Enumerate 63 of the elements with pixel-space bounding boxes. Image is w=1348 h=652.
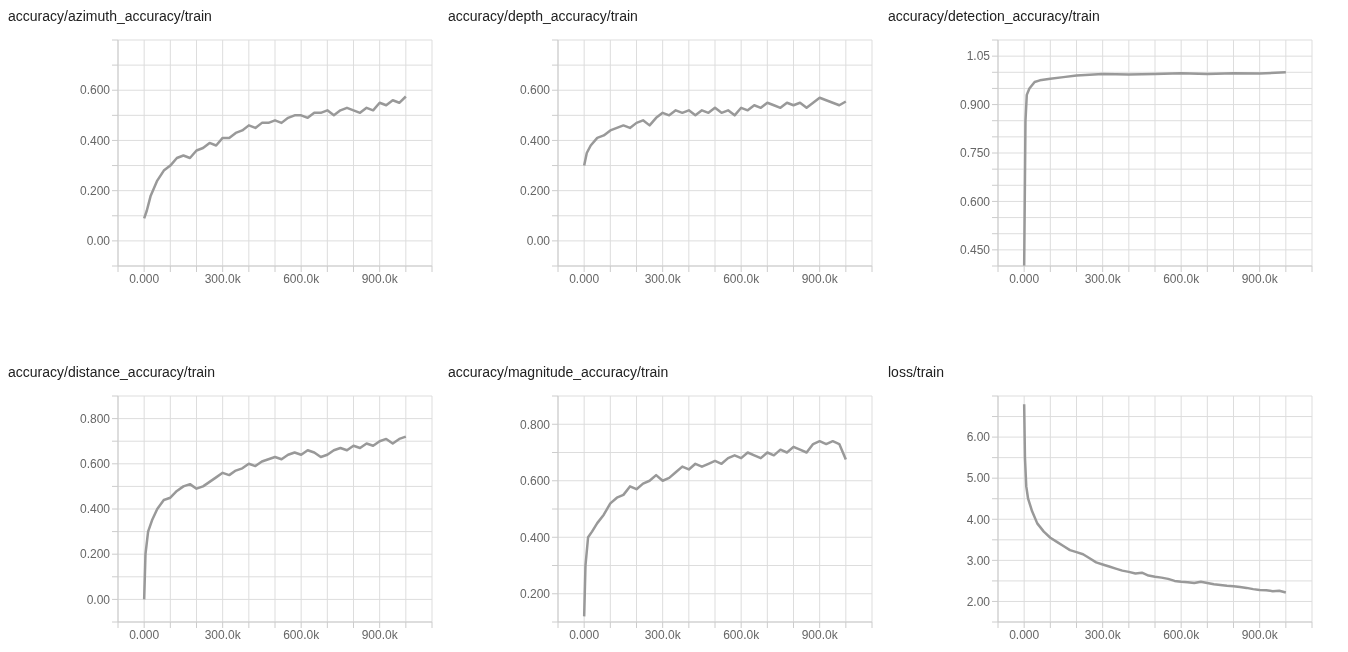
y-tick-label: 0.750 — [959, 146, 991, 161]
y-tick-label: 0.200 — [519, 183, 551, 198]
x-tick-label: 600.0k — [1163, 271, 1201, 286]
line-series — [582, 96, 848, 167]
x-tick-label: 900.0k — [1241, 271, 1279, 286]
x-tick-label: 0.000 — [569, 271, 600, 286]
x-tick-label: 900.0k — [361, 627, 399, 642]
y-tick-label: 4.00 — [966, 512, 991, 527]
x-tick-label: 300.0k — [644, 271, 682, 286]
chart-title: loss/train — [888, 364, 946, 382]
line-series — [1022, 71, 1288, 266]
y-tick-label: 0.400 — [79, 502, 111, 517]
x-tick-label: 600.0k — [283, 271, 321, 286]
x-tick-label: 600.0k — [723, 271, 761, 286]
x-tick-label: 900.0k — [1241, 627, 1279, 642]
x-tick-label: 0.000 — [569, 627, 600, 642]
x-tick-label: 600.0k — [1163, 627, 1201, 642]
x-tick-label: 0.000 — [1009, 271, 1040, 286]
y-tick-label: 0.600 — [79, 83, 111, 98]
x-tick-label: 900.0k — [801, 271, 839, 286]
y-tick-label: 0.400 — [79, 133, 111, 148]
chart-title: accuracy/magnitude_accuracy/train — [448, 364, 670, 382]
x-tick-label: 0.000 — [1009, 627, 1040, 642]
y-tick-label: 3.00 — [966, 553, 991, 568]
chart-title: accuracy/depth_accuracy/train — [448, 8, 639, 26]
y-tick-label: 0.00 — [86, 234, 111, 249]
y-tick-label: 0.400 — [519, 530, 551, 545]
chart-title: accuracy/distance_accuracy/train — [8, 364, 216, 382]
y-tick-label: 0.200 — [519, 587, 551, 602]
line-series — [142, 95, 408, 220]
y-tick-label: 0.800 — [519, 417, 551, 432]
y-tick-label: 0.200 — [79, 547, 111, 562]
y-tick-label: 0.900 — [959, 97, 991, 112]
y-tick-label: 0.450 — [959, 243, 991, 258]
line-series — [582, 439, 848, 618]
line-series — [1022, 402, 1288, 594]
y-tick-label: 0.800 — [79, 411, 111, 426]
y-tick-label: 2.00 — [966, 594, 991, 609]
x-tick-label: 0.000 — [129, 627, 160, 642]
x-tick-label: 300.0k — [644, 627, 682, 642]
y-tick-label: 0.00 — [86, 592, 111, 607]
y-tick-label: 0.600 — [519, 83, 551, 98]
chart-title: accuracy/detection_accuracy/train — [888, 8, 1101, 26]
y-tick-label: 1.05 — [966, 49, 991, 64]
line-series — [142, 435, 408, 601]
y-tick-label: 0.400 — [519, 133, 551, 148]
y-tick-label: 0.600 — [79, 457, 111, 472]
x-tick-label: 300.0k — [1084, 627, 1122, 642]
chart-title: accuracy/azimuth_accuracy/train — [8, 8, 213, 26]
x-tick-label: 300.0k — [204, 271, 242, 286]
x-tick-label: 900.0k — [361, 271, 399, 286]
x-tick-label: 600.0k — [283, 627, 321, 642]
y-tick-label: 0.00 — [526, 234, 551, 249]
y-tick-label: 0.600 — [959, 194, 991, 209]
y-tick-label: 0.600 — [519, 474, 551, 489]
y-tick-label: 6.00 — [966, 430, 991, 445]
y-tick-label: 5.00 — [966, 471, 991, 486]
x-tick-label: 900.0k — [801, 627, 839, 642]
x-tick-label: 0.000 — [129, 271, 160, 286]
x-tick-label: 300.0k — [1084, 271, 1122, 286]
x-tick-label: 300.0k — [204, 627, 242, 642]
y-tick-label: 0.200 — [79, 183, 111, 198]
x-tick-label: 600.0k — [723, 627, 761, 642]
